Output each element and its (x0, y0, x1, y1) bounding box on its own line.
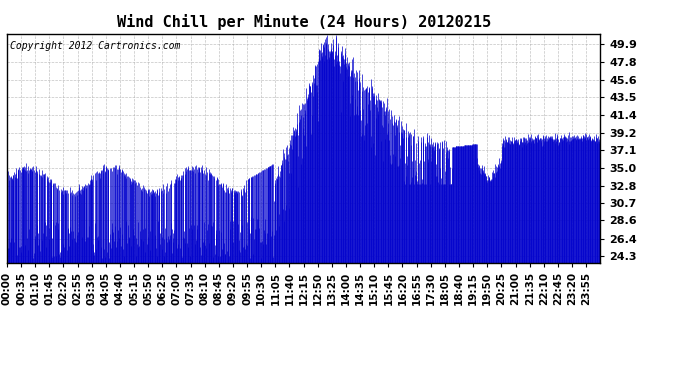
Text: Copyright 2012 Cartronics.com: Copyright 2012 Cartronics.com (10, 40, 180, 51)
Title: Wind Chill per Minute (24 Hours) 20120215: Wind Chill per Minute (24 Hours) 2012021… (117, 14, 491, 30)
